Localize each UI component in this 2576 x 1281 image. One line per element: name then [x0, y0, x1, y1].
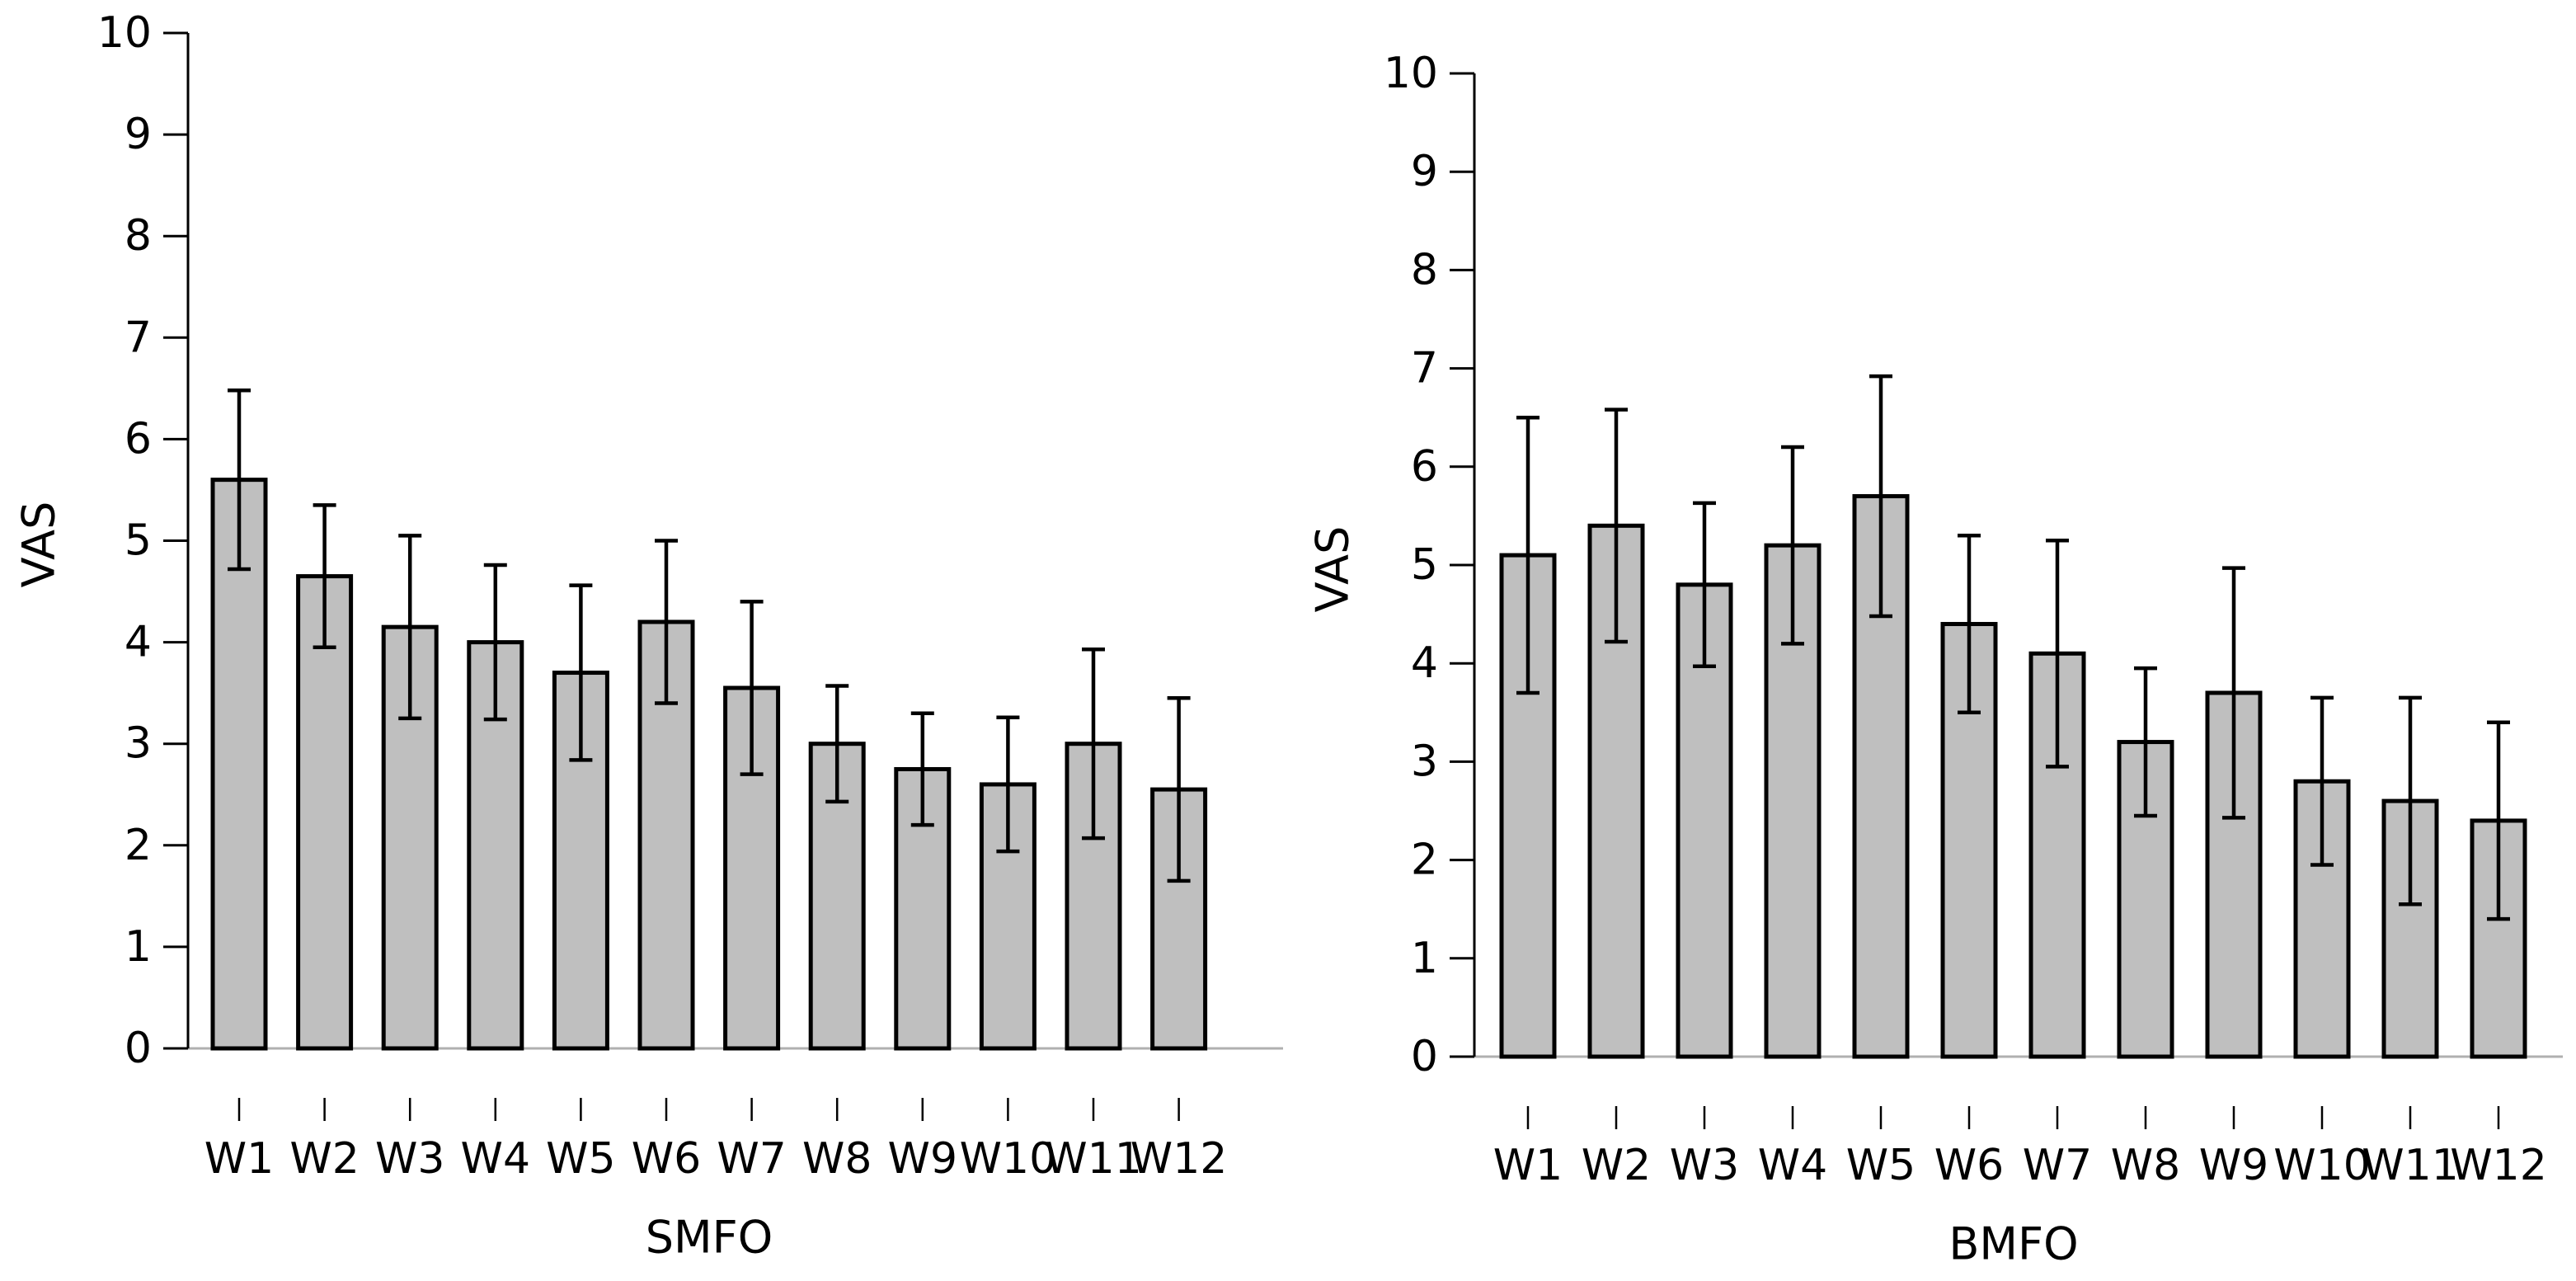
- x-category-label: W5: [1846, 1141, 1916, 1190]
- x-category-label: W8: [802, 1134, 872, 1184]
- x-category-label: W3: [375, 1134, 445, 1184]
- bar-w1: [1499, 553, 1557, 1059]
- x-category-label: W7: [717, 1134, 787, 1184]
- x-category-label: W10: [960, 1134, 1057, 1184]
- y-tick-label: 1: [125, 922, 152, 972]
- y-tick-label: 8: [125, 211, 152, 261]
- x-category-label: W6: [632, 1134, 702, 1184]
- x-category-label: W2: [1582, 1141, 1652, 1190]
- y-tick-label: 5: [1411, 540, 1438, 590]
- y-tick-label: 9: [1411, 147, 1438, 196]
- x-category-label: W3: [1670, 1141, 1740, 1190]
- y-axis-title: VAS: [13, 502, 65, 588]
- y-axis-title: VAS: [1307, 526, 1359, 613]
- x-category-label: W9: [2199, 1141, 2269, 1190]
- y-tick-label: 1: [1411, 934, 1438, 983]
- y-tick-label: 0: [125, 1024, 152, 1073]
- x-category-label: W12: [2450, 1141, 2547, 1190]
- x-category-label: W1: [204, 1134, 275, 1184]
- x-category-label: W11: [1045, 1134, 1142, 1184]
- bar-w2: [1587, 523, 1645, 1059]
- y-tick-label: 10: [97, 8, 152, 58]
- x-category-label: W5: [546, 1134, 616, 1184]
- y-tick-label: 6: [1411, 442, 1438, 492]
- y-tick-label: 7: [1411, 344, 1438, 393]
- x-category-label: W4: [1758, 1141, 1828, 1190]
- bar-w1: [210, 478, 268, 1051]
- x-category-label: W12: [1131, 1134, 1228, 1184]
- y-tick-label: 4: [125, 618, 152, 667]
- y-tick-label: 4: [1411, 638, 1438, 688]
- x-category-label: W2: [289, 1134, 360, 1184]
- y-tick-label: 2: [125, 821, 152, 870]
- y-tick-label: 7: [125, 313, 152, 362]
- y-tick-label: 0: [1411, 1032, 1438, 1081]
- y-tick-label: 5: [125, 516, 152, 566]
- x-category-label: W6: [1934, 1141, 2005, 1190]
- y-tick-label: 3: [125, 719, 152, 769]
- x-category-label: W1: [1493, 1141, 1563, 1190]
- x-category-label: W10: [2273, 1141, 2371, 1190]
- x-category-label: W7: [2023, 1141, 2093, 1190]
- x-category-label: W8: [2111, 1141, 2181, 1190]
- y-tick-label: 6: [125, 414, 152, 464]
- y-tick-label: 2: [1411, 836, 1438, 885]
- x-category-label: W4: [461, 1134, 531, 1184]
- x-category-label: W9: [888, 1134, 958, 1184]
- x-axis-title: BMFO: [1948, 1218, 2078, 1270]
- x-axis-title: SMFO: [646, 1212, 773, 1264]
- x-category-label: W11: [2362, 1141, 2459, 1190]
- y-tick-label: 10: [1384, 49, 1438, 98]
- y-tick-label: 9: [125, 110, 152, 159]
- y-tick-label: 8: [1411, 245, 1438, 294]
- bar-w2: [296, 574, 354, 1051]
- y-tick-label: 3: [1411, 737, 1438, 786]
